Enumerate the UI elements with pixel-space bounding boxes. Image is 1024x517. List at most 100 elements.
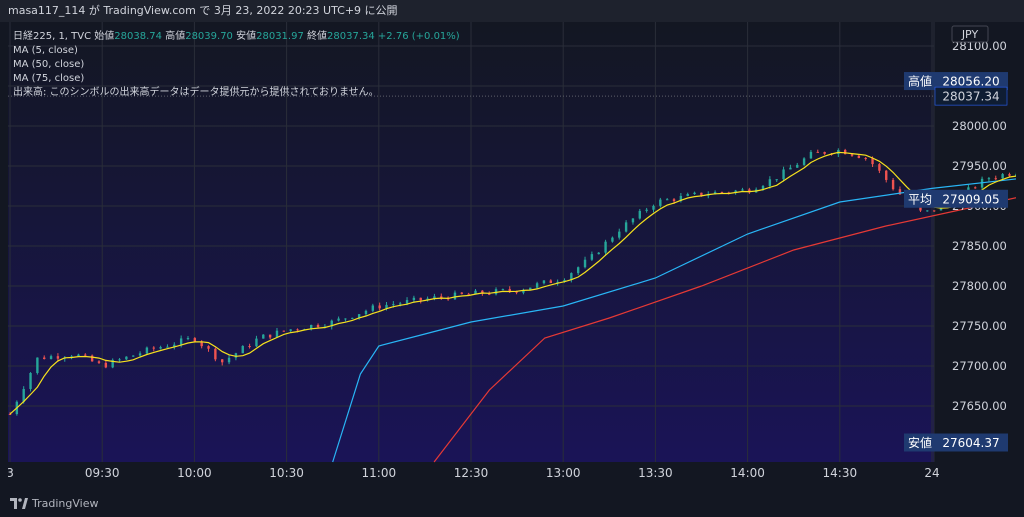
open-value: 28038.74 [114, 31, 163, 42]
candle-body [535, 283, 539, 288]
candle-body [576, 267, 580, 274]
time-tick-label: 10:30 [269, 466, 304, 480]
candle-body [665, 199, 669, 201]
tradingview-logo-icon [10, 498, 28, 509]
chart-frame[interactable]: 28100.0028050.0028000.0027950.0027900.00… [8, 22, 1016, 490]
candle-body [597, 252, 600, 255]
low-label: 安値 [236, 31, 257, 42]
symbol-label: 日経225, 1, TVC [13, 31, 92, 42]
ma50-line [332, 178, 1016, 463]
candle-body [84, 354, 87, 356]
chart-legend: 日経225, 1, TVC 始値28038.74 高値28039.70 安値28… [13, 30, 460, 100]
candle-body [186, 338, 190, 340]
candle-body [789, 167, 792, 170]
candle-body [768, 179, 772, 186]
candle-body [487, 293, 491, 295]
candle-body [720, 192, 724, 194]
open-label: 始値 [94, 31, 115, 42]
candle-body [987, 178, 991, 180]
candle-body [611, 237, 614, 242]
candle-body [843, 150, 847, 155]
candle-body [227, 357, 231, 363]
candle-body [43, 357, 46, 359]
candle-body [850, 154, 854, 156]
candle-body [604, 241, 607, 253]
candle-body [1015, 174, 1016, 176]
candle-body [104, 362, 108, 368]
volume-note: 出来高: このシンボルの出来高データはデータ提供元から提供されておりません。 [13, 87, 379, 98]
candle-body [645, 209, 648, 211]
candle-body [330, 320, 333, 327]
candle-body [1001, 174, 1004, 179]
candle-body [474, 290, 477, 295]
candle-body [467, 293, 470, 295]
candlestick-chart[interactable]: 28100.0028050.0028000.0027950.0027900.00… [8, 22, 1016, 490]
candle-body [590, 254, 594, 260]
candle-body [344, 318, 347, 320]
price-badge-name: 平均 [908, 192, 932, 206]
candle-body [775, 179, 778, 181]
candle-body [529, 287, 532, 290]
candle-body [460, 292, 464, 294]
candle-body [145, 347, 149, 354]
candle-body [885, 170, 888, 180]
candle-body [316, 324, 320, 328]
candle-body [659, 199, 662, 206]
candle-body [221, 359, 224, 363]
candle-body [508, 289, 511, 292]
candle-body [77, 354, 80, 357]
candle-body [501, 289, 505, 291]
candle-body [481, 290, 484, 294]
candle-body [248, 345, 251, 347]
time-tick-label: 14:30 [823, 466, 858, 480]
candle-body [125, 356, 128, 360]
candle-body [700, 192, 703, 196]
candle-body [871, 158, 874, 165]
ma5-line [9, 151, 1016, 415]
candle-body [522, 289, 525, 293]
last-price-value: 28037.34 [942, 90, 999, 104]
price-tick-label: 27750.00 [952, 319, 1007, 333]
time-tick-label: 14:00 [730, 466, 765, 480]
candle-body [624, 222, 628, 232]
candle-body [926, 210, 929, 212]
candle-body [275, 330, 279, 338]
candle-body [631, 218, 635, 223]
tradingview-logo-text: TradingView [32, 497, 99, 510]
candle-body [433, 296, 436, 299]
candle-body [29, 372, 32, 389]
candle-body [583, 259, 587, 268]
ma75-legend[interactable]: MA (75, close) [13, 73, 85, 84]
candle-body [111, 359, 114, 368]
high-label: 高値 [165, 31, 186, 42]
close-value: 28037.34 [327, 31, 375, 42]
price-badge [904, 433, 1008, 452]
candle-body [56, 356, 60, 359]
candle-body [638, 210, 641, 219]
ma5-legend[interactable]: MA (5, close) [13, 45, 78, 56]
candle-body [748, 189, 751, 193]
candle-body [761, 185, 765, 190]
candle-body [515, 291, 518, 293]
price-tick-label: 27850.00 [952, 239, 1007, 253]
candle-body [207, 346, 210, 349]
candle-body [816, 151, 819, 153]
candle-body [138, 353, 142, 356]
candle-body [741, 189, 744, 191]
candle-body [118, 359, 121, 361]
candle-body [200, 341, 203, 347]
candle-body [22, 388, 25, 402]
grid [8, 22, 935, 462]
candle-body [296, 329, 299, 331]
candle-body [364, 310, 368, 315]
candle-body [857, 155, 861, 158]
candle-body [234, 353, 238, 358]
candle-body [1008, 174, 1011, 176]
time-axis[interactable]: 3 09:30 10:00 10:30 11:00 12:30 13:00 13:30 14:0… [8, 466, 940, 480]
candle-body [802, 158, 806, 165]
currency-button[interactable]: JPY [951, 25, 989, 43]
candle-body [90, 355, 94, 362]
candle-body [618, 231, 621, 238]
ma50-legend[interactable]: MA (50, close) [13, 59, 85, 70]
